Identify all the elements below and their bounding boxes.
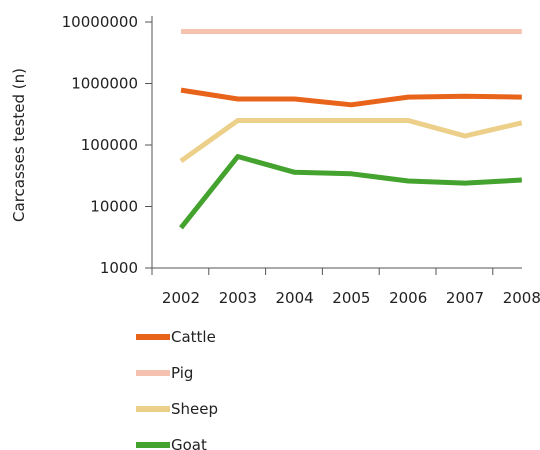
x-tick-label: 2006 bbox=[389, 289, 427, 307]
x-tick-label: 2003 bbox=[219, 289, 257, 307]
legend-item-cattle: Cattle bbox=[136, 328, 216, 346]
x-tick-label: 2002 bbox=[162, 289, 200, 307]
legend-label: Cattle bbox=[171, 328, 216, 346]
x-tick-label: 2005 bbox=[332, 289, 370, 307]
y-tick-label: 10000 bbox=[90, 198, 138, 216]
legend-swatch bbox=[136, 406, 170, 412]
x-tick-label: 2008 bbox=[503, 289, 540, 307]
x-tick-label: 2004 bbox=[276, 289, 314, 307]
legend-swatch bbox=[136, 334, 170, 340]
legend-label: Pig bbox=[171, 364, 193, 382]
series-line-sheep bbox=[179, 118, 523, 164]
legend-item-pig: Pig bbox=[136, 364, 193, 382]
legend-swatch bbox=[136, 370, 170, 376]
x-tick-label: 2007 bbox=[446, 289, 484, 307]
y-axis: 1000 10000 100000 1000000 10000000 bbox=[62, 13, 153, 277]
legend-label: Sheep bbox=[171, 400, 218, 418]
series-line-goat bbox=[179, 154, 522, 230]
y-tick-label: 10000000 bbox=[62, 13, 138, 31]
x-axis: 2002 2003 2004 2005 2006 2007 2008 bbox=[151, 267, 540, 307]
legend-item-goat: Goat bbox=[136, 436, 207, 450]
legend-item-sheep: Sheep bbox=[136, 400, 218, 418]
series-line-cattle bbox=[180, 87, 522, 108]
y-tick-label: 100000 bbox=[81, 136, 138, 154]
y-tick-label: 1000 bbox=[100, 259, 138, 277]
series-lines bbox=[179, 29, 523, 230]
y-tick-label: 1000000 bbox=[71, 75, 138, 93]
legend-label: Goat bbox=[171, 436, 207, 450]
legend: Cattle Pig Sheep Goat bbox=[136, 328, 218, 450]
y-axis-title: Carcasses tested (n) bbox=[10, 68, 28, 222]
legend-swatch bbox=[136, 442, 170, 448]
